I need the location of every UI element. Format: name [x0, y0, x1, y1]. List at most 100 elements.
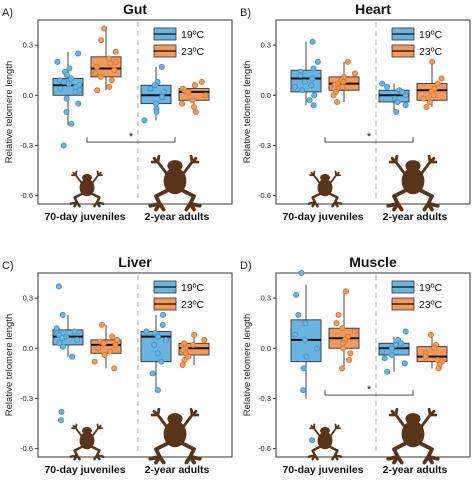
- frog-left-leg: [148, 188, 170, 212]
- frog-left-leg: [386, 441, 408, 465]
- box-23c-adults: [416, 58, 448, 110]
- data-point: [63, 72, 70, 79]
- data-point: [299, 87, 306, 94]
- data-point: [295, 311, 302, 318]
- data-point: [330, 92, 337, 99]
- frog-left-leg: [307, 445, 322, 461]
- data-point: [107, 348, 114, 355]
- significance-star: *: [367, 384, 372, 396]
- frog-body: [79, 178, 95, 197]
- data-point: [300, 387, 307, 394]
- data-point: [143, 328, 150, 335]
- frog-head: [405, 413, 421, 425]
- frog-silhouette-adult: [148, 154, 202, 212]
- data-point: [198, 78, 205, 85]
- data-point: [398, 88, 405, 95]
- data-point: [185, 88, 192, 95]
- frog-body: [401, 167, 425, 195]
- frog-right-arm: [91, 170, 103, 184]
- data-point: [112, 341, 119, 348]
- plot-frame: [37, 272, 233, 458]
- frog-head: [167, 160, 183, 172]
- y-tick-label: 0.3: [23, 294, 33, 303]
- x-group-label: 70-day juveniles: [44, 464, 125, 476]
- data-point: [154, 333, 161, 340]
- data-point: [153, 109, 160, 116]
- legend-label: 23ºC: [419, 46, 443, 58]
- data-point: [308, 82, 315, 89]
- frog-silhouette-juvenile: [69, 423, 105, 461]
- data-point: [60, 142, 67, 149]
- data-point: [379, 80, 386, 87]
- frog-right-leg: [90, 192, 105, 208]
- frog-body: [79, 431, 95, 450]
- data-point: [190, 103, 197, 110]
- data-point: [309, 75, 316, 82]
- data-point: [149, 370, 156, 377]
- data-point: [111, 67, 118, 74]
- data-point: [339, 340, 346, 347]
- data-point: [298, 269, 305, 276]
- data-point: [101, 351, 108, 358]
- frog-right-leg: [90, 445, 105, 461]
- legend-label: 23ºC: [181, 299, 205, 311]
- data-point: [201, 336, 208, 343]
- frog-silhouette-juvenile: [307, 423, 343, 461]
- frog-body: [163, 420, 187, 448]
- frog-left-arm: [388, 407, 406, 428]
- data-point: [69, 353, 76, 360]
- y-tick-label: -0.3: [258, 394, 271, 403]
- legend-label: 19ºC: [181, 282, 205, 294]
- frog-right-arm: [182, 407, 200, 428]
- data-point: [314, 58, 321, 65]
- data-point: [111, 365, 118, 372]
- panel-title: Muscle: [349, 254, 397, 270]
- data-point: [306, 97, 313, 104]
- legend-label: 19ºC: [419, 29, 443, 41]
- legend-label: 19ºC: [181, 29, 205, 41]
- plot-frame: [275, 272, 471, 458]
- panel-title: Gut: [123, 1, 147, 17]
- frog-right-arm: [182, 154, 200, 175]
- data-point: [59, 335, 66, 342]
- data-point: [105, 55, 112, 62]
- data-point: [54, 58, 61, 65]
- data-point: [107, 60, 114, 67]
- frog-head: [320, 173, 330, 182]
- y-tick-label: -0.3: [258, 141, 271, 150]
- data-point: [109, 333, 116, 340]
- data-point: [114, 336, 121, 343]
- data-point: [181, 356, 188, 363]
- data-point: [202, 92, 209, 99]
- data-point: [93, 63, 100, 70]
- data-point: [75, 50, 82, 57]
- frog-head: [167, 413, 183, 425]
- y-tick-label: -0.3: [20, 394, 33, 403]
- data-point: [434, 80, 441, 87]
- frog-head: [82, 173, 92, 182]
- frog-left-arm: [150, 407, 168, 428]
- data-point: [162, 336, 169, 343]
- data-point: [388, 345, 395, 352]
- y-tick-label: 0.0: [23, 91, 33, 100]
- data-point: [112, 48, 119, 55]
- data-point: [66, 65, 73, 72]
- data-point: [179, 100, 186, 107]
- frog-right-leg: [418, 188, 440, 212]
- data-point: [342, 288, 349, 295]
- data-point: [420, 95, 427, 102]
- data-point: [310, 65, 317, 72]
- plot-frame: [275, 19, 471, 205]
- data-point: [179, 362, 186, 369]
- y-tick-label: -0.6: [258, 444, 271, 453]
- frog-right-arm: [420, 154, 438, 175]
- data-point: [68, 120, 75, 127]
- data-point: [95, 345, 102, 352]
- frog-silhouette-juvenile: [307, 170, 343, 208]
- panel-letter: B): [240, 7, 251, 19]
- data-point: [351, 70, 358, 77]
- data-point: [59, 311, 66, 318]
- box-23c-juveniles: [90, 25, 122, 94]
- y-tick-label: 0.3: [23, 41, 33, 50]
- data-point: [189, 97, 196, 104]
